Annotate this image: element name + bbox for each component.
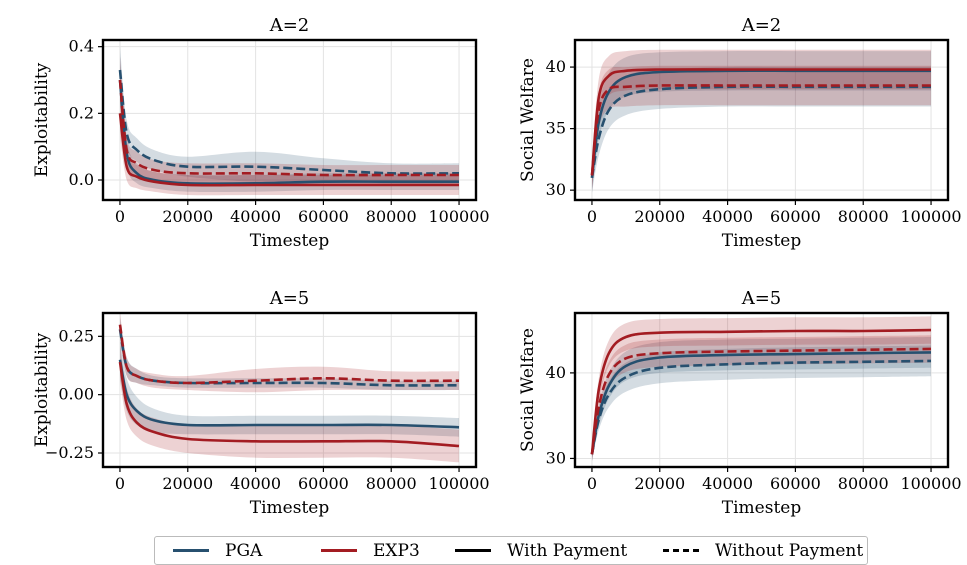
x-tick-label: 80000 — [366, 474, 417, 493]
panel-title: A=2 — [741, 15, 782, 36]
band-pga-without — [592, 345, 931, 461]
x-tick-label: 0 — [115, 207, 125, 226]
x-tick-label: 0 — [587, 207, 597, 226]
line-exp3-with — [590, 68, 931, 176]
x-tick-label: 80000 — [838, 207, 889, 226]
panel-4: 0 20000 40000 60000 80000 100000 30 40 A=5 Timest… — [518, 288, 962, 518]
x-tick-label: 100000 — [901, 474, 962, 493]
legend-item-pga: PGA — [173, 537, 262, 564]
legend: PGA EXP3 With Payment Without Payment — [154, 536, 868, 565]
band-pga-with — [592, 337, 931, 461]
band-pga-without — [592, 66, 931, 193]
line-pga-without — [118, 69, 460, 175]
x-tick-label: 80000 — [838, 474, 889, 493]
x-tick-label: 20000 — [634, 474, 685, 493]
x-tick-label: 60000 — [298, 474, 349, 493]
y-tick-label: 40 — [546, 57, 566, 76]
x-tick-label: 100000 — [901, 207, 962, 226]
plot-area — [118, 46, 460, 196]
y-tick-label: 30 — [546, 448, 566, 467]
x-tick-label: 80000 — [366, 207, 417, 226]
panel-3: 0 20000 40000 60000 80000 100000 −0.25 0.00 0.25… — [32, 288, 490, 518]
x-tick-label: 40000 — [702, 474, 753, 493]
legend-item-without-payment: Without Payment — [663, 537, 863, 564]
plot-area — [590, 316, 932, 461]
y-axis-label: Exploitability — [32, 332, 52, 447]
legend-label-pga: PGA — [225, 540, 263, 561]
band-exp3-without — [120, 56, 459, 186]
x-tick-label: 60000 — [770, 474, 821, 493]
band-exp3-without — [120, 313, 459, 393]
legend-swatch-pga — [173, 549, 209, 552]
band-exp3-without — [592, 65, 931, 191]
legend-swatch-without-payment — [663, 549, 699, 552]
x-tick-label: 0 — [587, 474, 597, 493]
y-axis-label: Exploitability — [32, 62, 52, 177]
legend-item-with-payment: With Payment — [455, 537, 627, 564]
x-tick-label: 60000 — [298, 207, 349, 226]
panel-frame — [573, 38, 950, 202]
plot-area — [118, 313, 460, 463]
x-tick-label: 60000 — [770, 207, 821, 226]
x-tick-label: 0 — [115, 474, 125, 493]
legend-swatch-exp3 — [321, 549, 357, 552]
x-axis-label: Timestep — [722, 498, 802, 518]
line-exp3-without — [590, 84, 931, 176]
line-pga-with — [118, 359, 460, 429]
line-exp3-with — [118, 113, 459, 187]
line-exp3-without — [590, 347, 932, 455]
panel-title: A=2 — [269, 15, 310, 36]
y-tick-label: 0.25 — [58, 326, 94, 345]
y-axis-label: Social Welfare — [518, 58, 538, 182]
y-axis-label: Social Welfare — [518, 328, 538, 452]
x-axis-label: Timestep — [722, 231, 802, 251]
line-pga-without — [590, 359, 932, 455]
line-exp3-without — [118, 79, 459, 177]
legend-item-exp3: EXP3 — [321, 537, 420, 564]
panel-title: A=5 — [269, 288, 310, 309]
band-pga-without — [120, 317, 459, 391]
panel-title: A=5 — [741, 288, 782, 309]
panel-1: 0 20000 40000 60000 80000 100000 0.0 0.2 0.4 A=2 T… — [32, 15, 490, 251]
y-tick-label: 40 — [546, 363, 566, 382]
y-tick-label: 30 — [546, 180, 566, 199]
y-tick-label: 35 — [546, 119, 566, 138]
band-pga-with — [120, 56, 459, 192]
x-tick-label: 40000 — [230, 474, 281, 493]
plot-area — [590, 49, 931, 193]
band-exp3-without — [592, 335, 931, 461]
y-tick-label: 0.2 — [69, 103, 94, 122]
legend-label-without-payment: Without Payment — [715, 540, 864, 561]
panel-frame — [101, 38, 478, 202]
legend-label-exp3: EXP3 — [373, 540, 420, 561]
x-tick-label: 20000 — [162, 474, 213, 493]
legend-label-with-payment: With Payment — [507, 540, 628, 561]
line-pga-without — [118, 329, 460, 387]
x-tick-label: 100000 — [429, 207, 490, 226]
x-tick-label: 100000 — [429, 474, 490, 493]
line-exp3-with — [118, 361, 460, 448]
x-tick-label: 40000 — [702, 207, 753, 226]
line-pga-with — [590, 351, 932, 455]
line-exp3-with — [590, 328, 932, 455]
y-tick-label: 0.4 — [69, 37, 94, 56]
x-axis-label: Timestep — [250, 231, 330, 251]
figure-canvas: 0 20000 40000 60000 80000 1000000.00.20.4A=2T… — [32, 15, 962, 518]
panel-frame — [573, 311, 950, 469]
panel-2: 0 20000 40000 60000 80000 100000 30 35 40 A=2 Time… — [518, 15, 962, 251]
y-tick-label: 0.0 — [69, 170, 94, 189]
legend-swatch-with-payment — [455, 549, 491, 552]
x-tick-label: 20000 — [162, 207, 213, 226]
panel-frame — [101, 311, 478, 469]
x-tick-label: 20000 — [634, 207, 685, 226]
y-tick-label: 0.00 — [58, 385, 94, 404]
x-axis-label: Timestep — [250, 498, 330, 518]
band-exp3-with — [120, 343, 459, 463]
x-tick-label: 40000 — [230, 207, 281, 226]
line-pga-with — [118, 79, 459, 185]
y-tick-label: −0.25 — [45, 443, 94, 462]
